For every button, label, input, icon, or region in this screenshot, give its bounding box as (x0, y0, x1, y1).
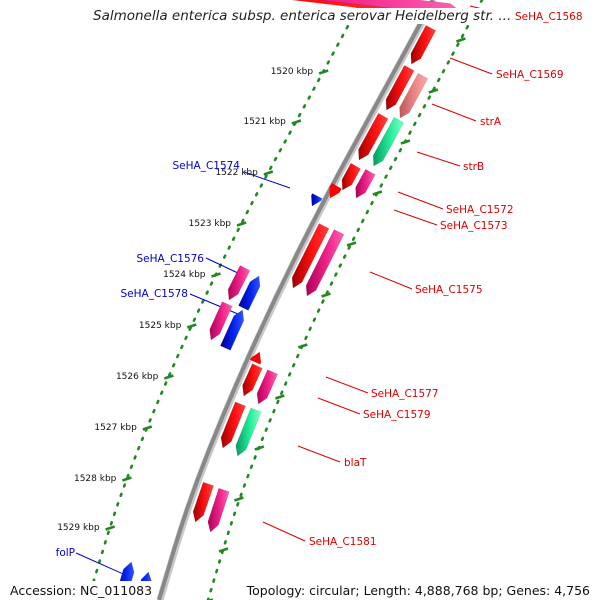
kbp-label: 1522 kbp (215, 168, 258, 178)
kbp-label: 1527 kbp (94, 423, 137, 433)
gene-seha-c1576-b (238, 275, 261, 311)
kbp-tick (163, 374, 174, 380)
kbp-tick (186, 323, 197, 329)
label-seha-c1578: SeHA_C1578 (120, 288, 188, 300)
kbp-tick (105, 525, 116, 531)
label-blat-leader (297, 445, 341, 463)
gene-seha-c1576-a (227, 265, 251, 301)
genome-backbone (156, 0, 438, 600)
ring-tick (254, 445, 265, 451)
label-strb: strB (463, 161, 484, 173)
label-stra-leader (431, 103, 477, 122)
label-seha-c1573-leader (393, 209, 438, 226)
gene-blat-a (220, 401, 246, 449)
kbp-label: 1524 kbp (163, 270, 206, 280)
label-seha-c1575: SeHA_C1575 (415, 284, 483, 296)
label-seha-c1572: SeHA_C1572 (446, 204, 514, 216)
gene-blat (235, 407, 262, 457)
ring-tick (218, 547, 229, 553)
label-seha-c1577-leader (325, 376, 369, 394)
ring-tick (321, 292, 331, 298)
gene-small-2 (249, 351, 262, 365)
gene-seha-c1579 (256, 369, 278, 405)
accession-text: Accession: NC_011083 (6, 581, 157, 600)
gene-seha-c1575-a (291, 223, 330, 289)
gene-seha-c1570 (358, 112, 389, 161)
kbp-tick (291, 119, 302, 125)
kbp-tick (263, 170, 274, 176)
label-seha-c1576: SeHA_C1576 (136, 253, 204, 265)
label-seha-c1581: SeHA_C1581 (309, 536, 377, 548)
label-seha-c1572-leader (397, 191, 444, 210)
label-seha-c1577: SeHA_C1577 (371, 388, 439, 400)
gene-features (114, 0, 460, 600)
ring-tick (233, 496, 244, 502)
kbp-tick (142, 425, 153, 431)
backbone-line (157, 0, 435, 600)
gene-seha-c1578-b (220, 309, 245, 351)
kbp-tick (121, 476, 132, 482)
gene-seha-c1574 (310, 193, 323, 207)
gene-seha-c1575-b (305, 229, 345, 297)
label-strb-leader (416, 151, 461, 167)
label-folp: folP (56, 547, 75, 559)
dotted-guide-lines (86, 0, 484, 600)
gene-seha-c1577 (242, 363, 263, 397)
label-stra: strA (480, 116, 502, 128)
label-seha-c1574: SeHA_C1574 (172, 160, 240, 172)
label-seha-c1575-leader (369, 271, 413, 290)
gene-stra (399, 72, 429, 119)
ring-tick (428, 88, 439, 94)
kbp-label: 1521 kbp (243, 117, 286, 127)
genome-title: Salmonella enterica subsp. enterica sero… (90, 8, 515, 24)
inner-guide-line (86, 0, 364, 600)
kbp-label: 1526 kbp (116, 372, 159, 382)
ring-tick (297, 343, 308, 349)
label-seha-c1568: SeHA_C1568 (515, 11, 583, 23)
kbp-label: 1523 kbp (189, 219, 232, 229)
kbp-label: 1520 kbp (271, 67, 314, 77)
gene-seha-c1581-a (192, 481, 214, 523)
ring-tick (455, 37, 466, 43)
labels: 1520 kbp 1521 kbp 1522 kbp 1523 kbp 1524 kbp… (56, 11, 583, 559)
genome-summary-text: Topology: circular; Length: 4,888,768 bp… (242, 581, 594, 600)
gene-seha-c1578-a (209, 301, 233, 341)
label-seha-c1579-leader (317, 397, 361, 415)
kbp-tick (318, 69, 329, 75)
gene-seha-c1569-b (385, 64, 415, 111)
gene-seha-c1581-b (207, 487, 230, 533)
label-blat: blaT (344, 457, 367, 469)
label-seha-c1574-leader (243, 171, 291, 189)
label-folp-leader (75, 552, 131, 578)
gene-seha-c1573 (355, 168, 376, 199)
label-leader-lines (75, 5, 513, 578)
kbp-label: 1528 kbp (74, 474, 117, 484)
kbp-tick (211, 272, 221, 278)
gene-strb (372, 116, 405, 167)
kbp-tick (236, 221, 247, 227)
gene-seha-c1572 (341, 162, 361, 191)
kbp-label: 1529 kbp (57, 523, 100, 533)
tick-marks (105, 37, 466, 600)
label-seha-c1569: SeHA_C1569 (496, 69, 564, 81)
label-seha-c1569-leader (449, 57, 493, 75)
label-seha-c1573: SeHA_C1573 (440, 220, 508, 232)
ring-tick (400, 139, 411, 145)
kbp-label: 1525 kbp (139, 321, 182, 331)
label-seha-c1576-leader (205, 257, 241, 275)
label-seha-c1579: SeHA_C1579 (363, 409, 431, 421)
ring-tick (346, 241, 357, 247)
ring-tick (372, 190, 383, 196)
gene-seha-c1569-a (410, 24, 437, 65)
gene-small-1 (329, 182, 342, 199)
label-seha-c1581-leader (262, 521, 306, 542)
ring-tick (274, 394, 285, 400)
